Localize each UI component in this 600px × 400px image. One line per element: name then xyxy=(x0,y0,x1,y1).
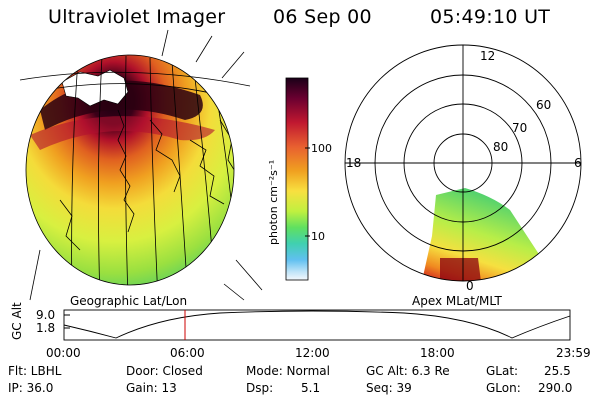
altitude-plot: 9.0 1.8 GC Alt 00:00 06:00 12:00 18:00 2… xyxy=(10,302,591,360)
apex-label: Apex MLat/MLT xyxy=(412,294,502,308)
time-label: 05:49:10 UT xyxy=(430,6,551,28)
glon-value: 290.0 xyxy=(538,381,573,395)
seq-info: Seq: 39 xyxy=(366,381,412,395)
time-tick-1800: 18:00 xyxy=(420,346,455,360)
gain-info: Gain: 13 xyxy=(126,381,177,395)
color-bar: 100 10 photon cm⁻²s⁻¹ xyxy=(267,77,332,281)
earth-image xyxy=(19,29,263,301)
app-title: Ultraviolet Imager xyxy=(48,6,226,28)
mode-info: Mode: Normal xyxy=(246,364,330,378)
time-tick-1200: 12:00 xyxy=(295,346,330,360)
glat-label: GLat: xyxy=(486,364,519,378)
alt-tick-1.8: 1.8 xyxy=(36,321,55,335)
polar-plot: 12 18 6 0 60 70 80 xyxy=(344,44,582,293)
mlt-label-6: 6 xyxy=(574,156,582,170)
time-tick-2359: 23:59 xyxy=(556,346,591,360)
mlt-label-12: 12 xyxy=(480,49,495,63)
glat-value: 25.5 xyxy=(544,364,571,378)
alt-axis-title: GC Alt xyxy=(10,302,24,340)
time-tick-0600: 06:00 xyxy=(170,346,205,360)
dsp-value: 5.1 xyxy=(301,381,321,395)
lat-label-80: 80 xyxy=(493,140,508,154)
alt-tick-9: 9.0 xyxy=(36,308,55,322)
time-tick-0000: 00:00 xyxy=(46,346,81,360)
flt-info: Flt: LBHL xyxy=(8,364,62,378)
door-info: Door: Closed xyxy=(126,364,203,378)
ip-info: IP: 36.0 xyxy=(8,381,54,395)
lat-label-70: 70 xyxy=(512,121,527,135)
glon-label: GLon: xyxy=(486,381,521,395)
lat-label-60: 60 xyxy=(536,98,551,112)
colorbar-tick-10: 10 xyxy=(311,230,325,243)
geographic-label: Geographic Lat/Lon xyxy=(70,294,188,308)
gc-alt-info: GC Alt: 6.3 Re xyxy=(366,364,450,378)
colorbar-tick-100: 100 xyxy=(311,142,332,155)
dsp-label: Dsp: xyxy=(246,381,274,395)
colorbar-label: photon cm⁻²s⁻¹ xyxy=(267,160,280,245)
date-label: 06 Sep 00 xyxy=(273,6,372,28)
mlt-label-18: 18 xyxy=(346,156,361,170)
mlt-label-0: 0 xyxy=(466,279,474,293)
